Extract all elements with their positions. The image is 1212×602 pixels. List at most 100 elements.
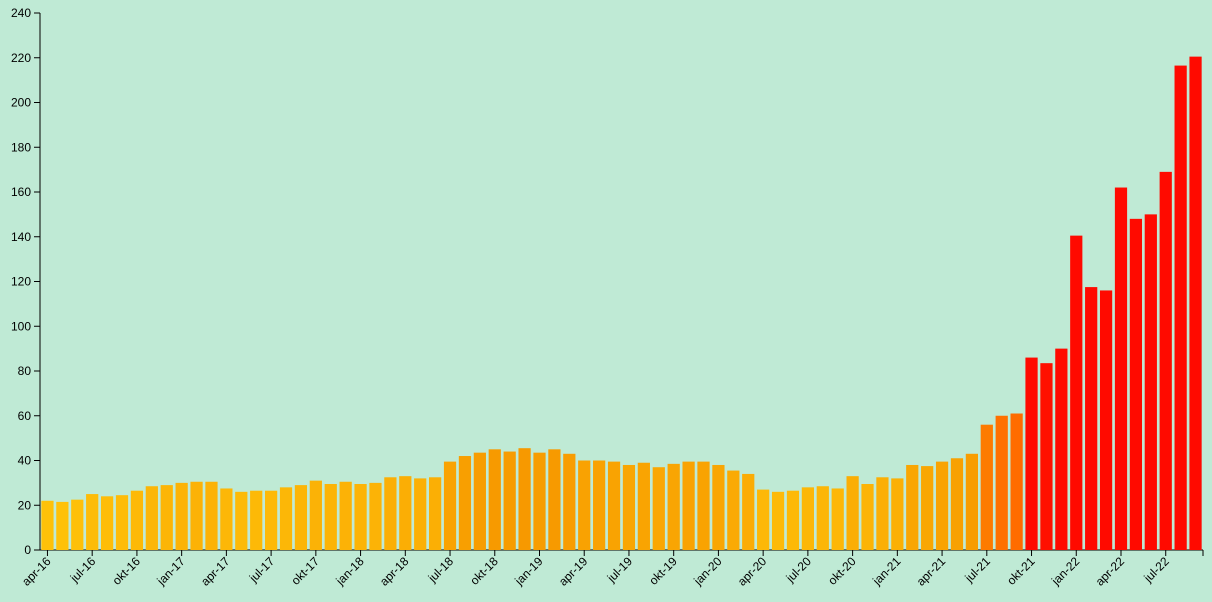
bar xyxy=(980,424,993,550)
bar xyxy=(354,483,367,550)
x-tick-label: jan-19 xyxy=(511,554,545,588)
y-tick-label: 140 xyxy=(11,230,31,244)
x-tick-label: apr-22 xyxy=(1093,554,1128,589)
y-tick-label: 100 xyxy=(11,319,31,333)
bar xyxy=(1159,171,1172,551)
bar xyxy=(1099,290,1113,550)
bar xyxy=(578,460,591,550)
x-tick-label: jul-19 xyxy=(604,554,636,586)
bar xyxy=(622,464,636,550)
bar xyxy=(652,467,665,550)
y-tick-label: 20 xyxy=(18,498,32,512)
x-tick-label: jan-21 xyxy=(869,554,903,588)
y-tick-label: 80 xyxy=(18,364,32,378)
bar xyxy=(369,482,382,550)
bar xyxy=(607,461,621,550)
bar xyxy=(771,491,785,550)
bar xyxy=(846,476,859,550)
bar xyxy=(488,449,501,550)
y-tick-label: 220 xyxy=(11,51,31,65)
bar xyxy=(906,464,919,550)
y-tick-label: 200 xyxy=(11,96,31,110)
x-tick-label: okt-19 xyxy=(646,554,680,588)
y-tick-label: 160 xyxy=(11,185,31,199)
bar xyxy=(712,464,725,550)
bar xyxy=(429,477,442,550)
bar xyxy=(757,489,770,550)
bar xyxy=(309,480,322,550)
bar xyxy=(593,460,606,550)
y-tick-label: 40 xyxy=(18,454,32,468)
x-tick-label: okt-16 xyxy=(110,554,144,588)
bar xyxy=(294,485,308,550)
bar xyxy=(801,487,814,550)
bar xyxy=(1114,187,1128,550)
bar xyxy=(831,488,844,550)
bar xyxy=(339,481,352,550)
bar xyxy=(891,478,904,550)
bar xyxy=(921,466,934,550)
bar xyxy=(682,461,695,550)
bar xyxy=(861,483,874,550)
bar xyxy=(950,458,964,550)
bar xyxy=(816,486,829,550)
bar xyxy=(786,490,800,550)
bar xyxy=(458,456,472,550)
x-tick-label: jan-20 xyxy=(690,554,724,588)
bar xyxy=(130,490,144,550)
bar xyxy=(205,481,218,550)
bar xyxy=(965,453,979,550)
bar xyxy=(414,478,427,550)
bar xyxy=(1070,235,1083,550)
bar xyxy=(503,451,516,550)
x-tick-label: jan-17 xyxy=(154,554,188,588)
bar xyxy=(279,487,293,550)
y-tick-label: 180 xyxy=(11,140,31,154)
x-tick-label: jul-21 xyxy=(962,554,994,586)
bar xyxy=(145,486,158,550)
bar xyxy=(1189,56,1202,550)
x-tick-label: jul-17 xyxy=(246,554,278,586)
bar xyxy=(473,452,486,550)
x-tick-label: apr-17 xyxy=(198,554,233,589)
y-tick-label: 0 xyxy=(24,543,31,557)
bar xyxy=(160,485,173,550)
bar xyxy=(220,488,233,550)
bar xyxy=(876,477,889,550)
bar xyxy=(1040,363,1053,550)
bar xyxy=(637,462,650,550)
bar xyxy=(1129,218,1143,550)
x-tick-label: okt-21 xyxy=(1004,554,1038,588)
bar xyxy=(1174,65,1187,551)
bar xyxy=(250,490,263,550)
x-tick-label: okt-20 xyxy=(825,554,859,588)
x-tick-label: jan-22 xyxy=(1048,554,1082,588)
bar xyxy=(56,501,69,550)
bar xyxy=(100,496,114,550)
bar xyxy=(1025,357,1038,550)
bar xyxy=(667,463,680,550)
x-tick-label: jan-18 xyxy=(332,554,366,588)
x-tick-label: apr-21 xyxy=(914,554,949,589)
bar xyxy=(324,483,337,550)
bar xyxy=(548,449,561,550)
bar xyxy=(518,448,531,550)
bar xyxy=(727,470,740,550)
x-tick-label: apr-19 xyxy=(556,554,591,589)
x-tick-label: jul-18 xyxy=(425,554,457,586)
bar xyxy=(41,500,54,550)
bar xyxy=(1085,287,1098,550)
bar xyxy=(115,495,129,550)
bar xyxy=(86,494,99,550)
x-tick-label: apr-16 xyxy=(19,554,54,589)
bar xyxy=(935,461,949,550)
y-tick-label: 120 xyxy=(11,275,31,289)
bar xyxy=(742,473,755,550)
bar xyxy=(399,476,412,550)
x-tick-label: jul-22 xyxy=(1140,554,1172,586)
x-tick-label: jul-20 xyxy=(783,554,815,586)
x-tick-label: apr-18 xyxy=(377,554,412,589)
bar xyxy=(533,452,546,550)
